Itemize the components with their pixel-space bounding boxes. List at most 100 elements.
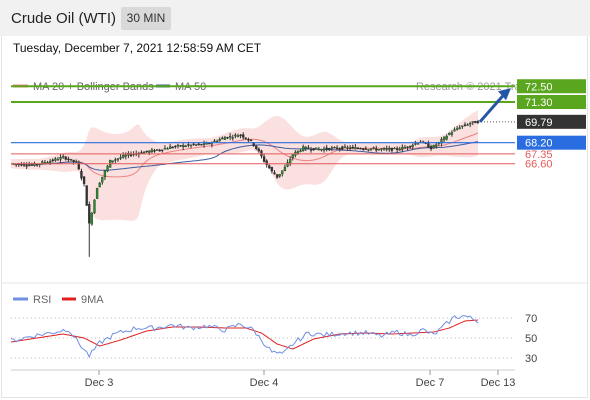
candle-body [382, 148, 386, 150]
candle [119, 154, 122, 161]
candle [429, 144, 433, 152]
candle-body [171, 146, 174, 149]
candle [195, 144, 198, 147]
candle-body [304, 146, 307, 149]
candle-body [281, 170, 284, 175]
candle [461, 125, 464, 129]
candle [359, 147, 362, 150]
candle [322, 146, 326, 153]
candle [346, 145, 349, 152]
candle [179, 145, 182, 147]
candle-body [302, 146, 305, 152]
candle [158, 148, 161, 152]
resistance-label-71.30: 71.30 [525, 97, 553, 109]
candle-body [291, 154, 294, 159]
candle-body [124, 154, 127, 157]
candle [234, 133, 237, 139]
candle-body [218, 139, 221, 142]
candle-body [362, 148, 365, 151]
candle-body [328, 148, 331, 151]
candle-body [333, 147, 336, 149]
candle [312, 148, 315, 151]
candle-body [325, 147, 328, 150]
candle [411, 143, 414, 150]
candle [54, 157, 57, 162]
candle-body [35, 164, 39, 166]
x-tick-label: Dec 3 [85, 377, 114, 389]
candle [471, 121, 474, 126]
candle [304, 146, 307, 151]
candle [351, 144, 354, 150]
candle-body [215, 141, 219, 143]
candle [382, 147, 386, 151]
candle [302, 144, 305, 152]
candle-body [372, 147, 375, 149]
candle [356, 146, 360, 150]
ma9-legend-label: 9MA [81, 294, 104, 306]
candle-body [315, 147, 318, 150]
candle [270, 166, 274, 174]
candle [333, 146, 336, 149]
timeframe-badge[interactable]: 30 MIN [121, 7, 171, 30]
candle [450, 130, 454, 137]
candle-body [275, 174, 279, 178]
candle [257, 147, 260, 153]
candle-body [166, 148, 169, 150]
candle-body [409, 146, 412, 148]
candle-body [432, 144, 435, 149]
candle [213, 139, 216, 143]
bollinger-band-area [11, 110, 478, 221]
candle [116, 158, 120, 163]
chart-header: Crude Oil (WTI) 30 MIN [0, 0, 590, 36]
candle-body [119, 157, 122, 159]
candle [367, 149, 370, 152]
candle [182, 143, 185, 151]
candle-body [48, 161, 52, 163]
x-tick-label: Dec 7 [416, 377, 445, 389]
candle-body [416, 143, 420, 145]
candle-body [202, 142, 206, 145]
candle [372, 146, 375, 150]
candle-body [414, 143, 417, 145]
candle [64, 155, 67, 161]
candle-body [148, 150, 151, 153]
candle [281, 170, 284, 177]
candle [380, 148, 383, 152]
candle [239, 133, 242, 139]
candle-body [69, 158, 73, 161]
rsi-tick-50: 50 [525, 333, 537, 345]
candle-body [322, 148, 326, 151]
candle-body [54, 158, 57, 161]
candle-body [364, 148, 367, 150]
candle-body [116, 158, 120, 160]
candle-body [174, 145, 177, 148]
candle [320, 148, 323, 152]
candle-body [335, 147, 339, 149]
x-tick-label: Dec 13 [481, 377, 516, 389]
candle [427, 140, 430, 148]
instrument-title: Crude Oil (WTI) [11, 10, 116, 27]
candle-body [223, 137, 227, 140]
candle-body [90, 212, 94, 225]
candle [51, 158, 54, 163]
candle-body [158, 149, 161, 152]
candle [80, 168, 83, 181]
candle [114, 157, 117, 164]
pivot-label: 68.20 [525, 138, 553, 150]
candle-body [346, 147, 349, 149]
candle-body [388, 148, 391, 150]
candle-body [463, 124, 467, 126]
candle [307, 145, 310, 149]
candle-body [213, 140, 216, 143]
candle-body [33, 163, 36, 167]
candle-body [249, 139, 253, 141]
candle-body [106, 165, 109, 172]
candle [395, 146, 399, 153]
candle-body [168, 146, 172, 149]
candle-body [401, 146, 404, 150]
candle [88, 201, 91, 257]
candle-body [299, 150, 302, 152]
candle [283, 164, 287, 172]
candle-body [307, 147, 310, 149]
candle [184, 144, 187, 148]
